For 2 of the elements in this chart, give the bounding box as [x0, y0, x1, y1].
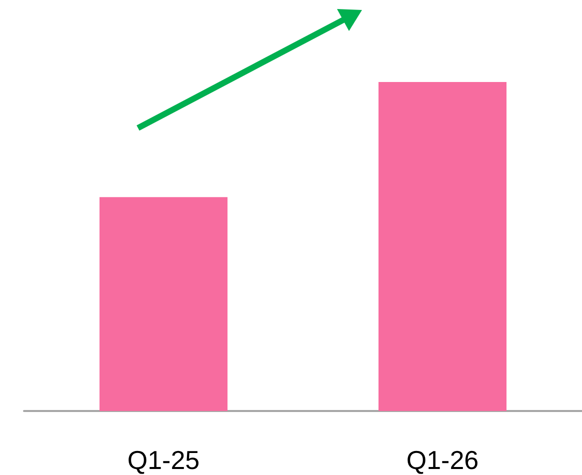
- x-tick-label: Q1-26: [406, 445, 479, 475]
- x-tick-label: Q1-25: [127, 445, 200, 475]
